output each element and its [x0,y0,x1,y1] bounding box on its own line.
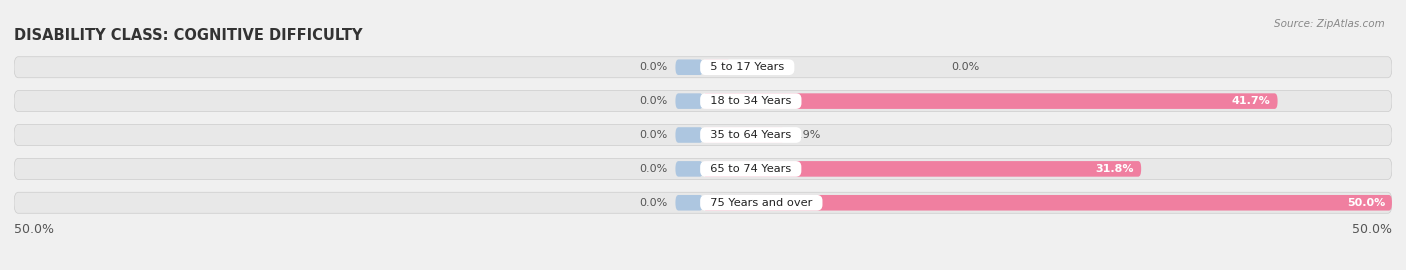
Text: 35 to 64 Years: 35 to 64 Years [703,130,799,140]
Text: 0.0%: 0.0% [638,164,668,174]
Text: 0.0%: 0.0% [950,62,979,72]
Text: 5.9%: 5.9% [793,130,821,140]
Text: DISABILITY CLASS: COGNITIVE DIFFICULTY: DISABILITY CLASS: COGNITIVE DIFFICULTY [14,28,363,43]
Text: 75 Years and over: 75 Years and over [703,198,820,208]
FancyBboxPatch shape [675,195,703,211]
Text: 5 to 17 Years: 5 to 17 Years [703,62,792,72]
FancyBboxPatch shape [675,161,703,177]
Text: 31.8%: 31.8% [1095,164,1135,174]
Text: 18 to 34 Years: 18 to 34 Years [703,96,799,106]
Text: 0.0%: 0.0% [638,62,668,72]
FancyBboxPatch shape [675,127,703,143]
Text: 50.0%: 50.0% [1347,198,1385,208]
Text: 0.0%: 0.0% [638,198,668,208]
FancyBboxPatch shape [14,158,1392,179]
FancyBboxPatch shape [14,57,1392,78]
Text: 41.7%: 41.7% [1232,96,1271,106]
Text: 0.0%: 0.0% [638,96,668,106]
Text: 50.0%: 50.0% [1353,223,1392,236]
Text: 65 to 74 Years: 65 to 74 Years [703,164,799,174]
FancyBboxPatch shape [703,161,1142,177]
FancyBboxPatch shape [675,59,703,75]
FancyBboxPatch shape [703,127,785,143]
Text: Source: ZipAtlas.com: Source: ZipAtlas.com [1274,19,1385,29]
FancyBboxPatch shape [703,59,731,75]
FancyBboxPatch shape [14,192,1392,213]
FancyBboxPatch shape [675,93,703,109]
FancyBboxPatch shape [14,124,1392,146]
FancyBboxPatch shape [703,195,1392,211]
Text: 0.0%: 0.0% [638,130,668,140]
FancyBboxPatch shape [703,93,1278,109]
FancyBboxPatch shape [14,91,1392,112]
Text: 50.0%: 50.0% [14,223,53,236]
